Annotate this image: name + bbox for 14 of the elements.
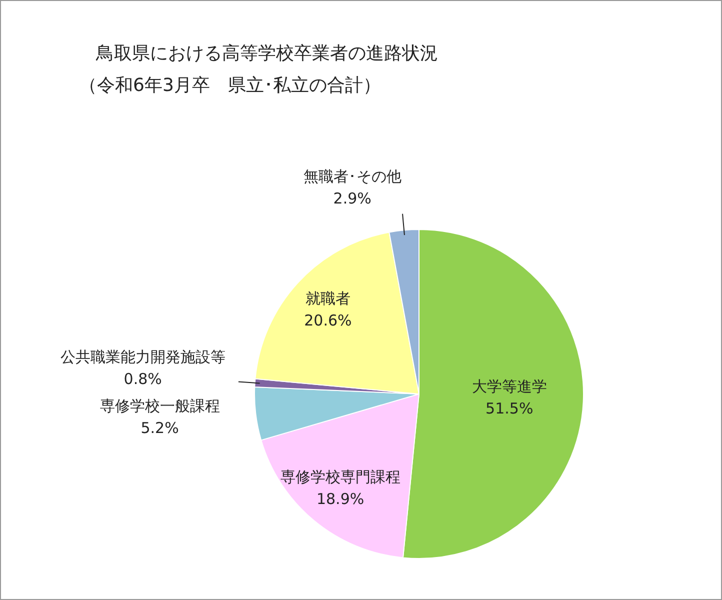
- slice-label: 公共職業能力開発施設等: [60, 348, 226, 366]
- slice-label: 大学等進学: [472, 377, 547, 396]
- data-label: 51.5%: [486, 399, 534, 418]
- data-label: 5.2%: [140, 419, 179, 438]
- data-label: 2.9%: [333, 190, 372, 208]
- slice-label: 専修学校専門課程: [280, 468, 400, 486]
- slice-label: 無職者･その他: [303, 168, 402, 186]
- data-label: 20.6%: [304, 312, 352, 330]
- data-label: 18.9%: [316, 490, 364, 508]
- chart-subtitle: （令和6年3月卒 県立･私立の合計）: [79, 74, 381, 97]
- chart-title: 鳥取県における高等学校卒業者の進路状況: [96, 42, 438, 65]
- slice-label: 就職者: [305, 290, 350, 308]
- slice-label: 専修学校一般課程: [100, 397, 220, 416]
- data-label: 0.8%: [124, 370, 162, 388]
